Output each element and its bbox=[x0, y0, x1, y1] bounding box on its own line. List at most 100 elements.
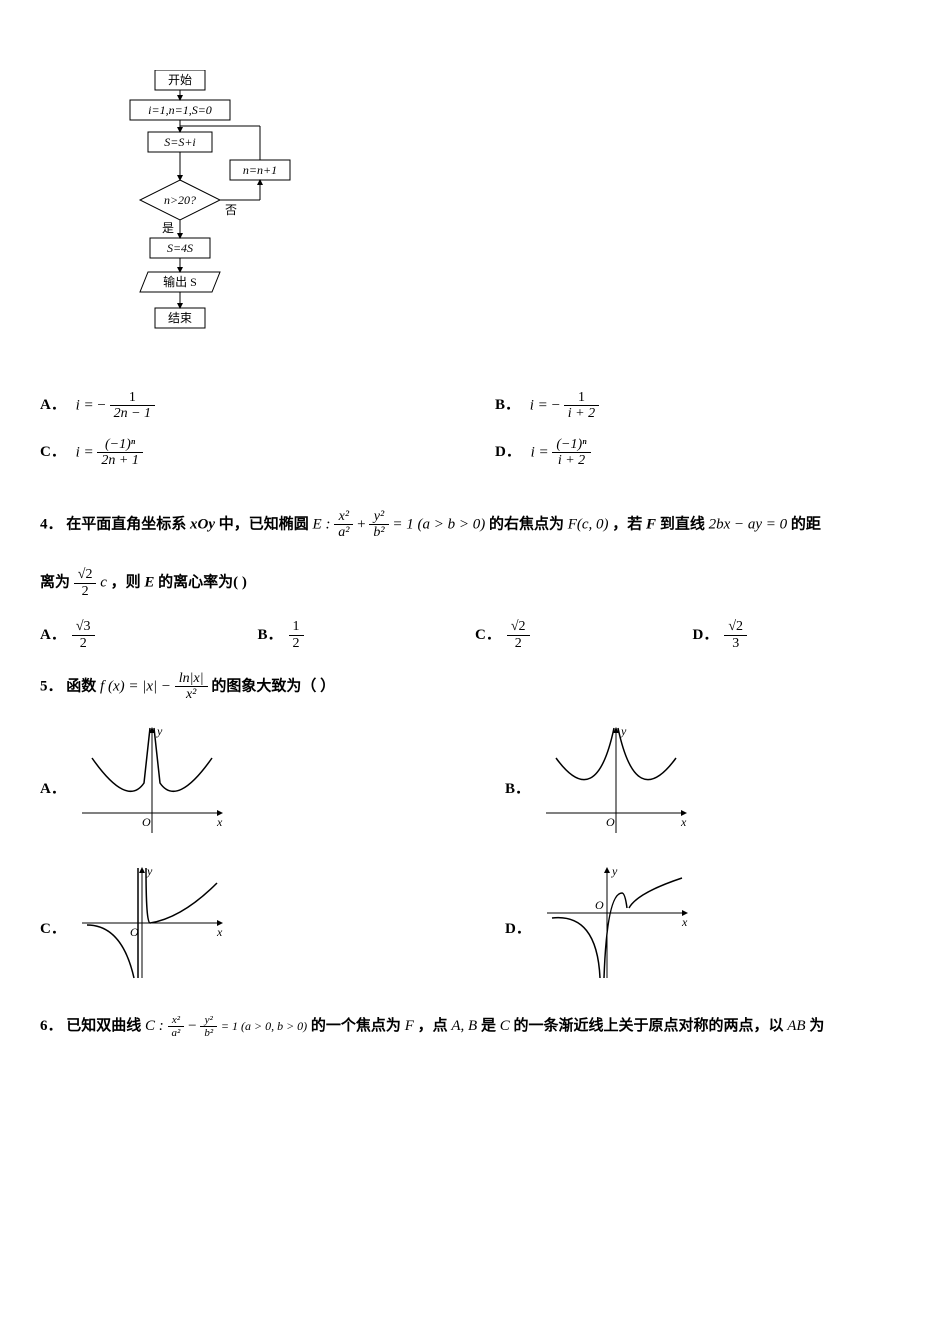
q6-F: F bbox=[405, 1018, 414, 1034]
svg-text:y: y bbox=[611, 864, 618, 878]
q5-option-b: B． O x y bbox=[505, 723, 910, 843]
q4: 4． 在平面直角坐标系 xOy 中，已知椭圆 E : x² a² + y² b²… bbox=[40, 509, 910, 651]
opt-label: C． bbox=[475, 622, 501, 649]
q5-graph-a: O x y bbox=[72, 723, 232, 843]
q4-dist-frac: √2 2 bbox=[74, 567, 97, 599]
q6-cond: = 1 (a > 0, b > 0) bbox=[221, 1019, 307, 1033]
q4-ellipse-frac2: y² b² bbox=[369, 509, 388, 541]
q5-option-c: C． O x y bbox=[40, 863, 445, 983]
svg-text:O: O bbox=[595, 898, 604, 912]
q4-text4: ，若 bbox=[612, 516, 646, 532]
q4-text8: ，则 bbox=[111, 575, 145, 591]
q5-fx: f (x) = |x| − bbox=[100, 678, 171, 694]
q5-graph-d: O x y bbox=[537, 863, 697, 983]
q6-text4: 是 bbox=[481, 1018, 500, 1034]
q5-frac: ln|x| x² bbox=[175, 671, 208, 703]
q6-C: C bbox=[500, 1018, 510, 1034]
svg-text:x: x bbox=[681, 915, 688, 929]
svg-text:y: y bbox=[156, 724, 163, 738]
q4-c-frac: √2 2 bbox=[507, 619, 530, 651]
q4-text6: 的距 bbox=[791, 516, 821, 532]
svg-text:x: x bbox=[680, 815, 687, 829]
q4-text7: 离为 bbox=[40, 575, 70, 591]
opt-label: B． bbox=[258, 622, 283, 649]
q3-option-c: C． i = (−1)ⁿ 2n + 1 bbox=[40, 437, 455, 469]
q6-text2: 的一个焦点为 bbox=[311, 1018, 405, 1034]
q4-b-frac: 1 2 bbox=[289, 619, 304, 651]
q4-text9: 的离心率为( ) bbox=[158, 575, 247, 591]
q4-number: 4． bbox=[40, 516, 63, 532]
q6-text6: 为 bbox=[809, 1018, 824, 1034]
q4-E: E bbox=[144, 575, 154, 591]
q4-options: A． √3 2 B． 1 2 C． √2 2 D． √2 3 bbox=[40, 619, 910, 651]
q3-d-frac: (−1)ⁿ i + 2 bbox=[552, 437, 590, 469]
svg-text:n>20?: n>20? bbox=[164, 193, 196, 207]
opt-label: A． bbox=[40, 776, 66, 803]
q4-text2: 中，已知椭圆 bbox=[219, 516, 309, 532]
svg-text:结束: 结束 bbox=[168, 311, 192, 325]
q6-frac1: x² a² bbox=[168, 1014, 185, 1039]
opt-label: B． bbox=[495, 397, 520, 413]
q6-text3: ，点 bbox=[418, 1018, 452, 1034]
q4-a-frac: √3 2 bbox=[72, 619, 95, 651]
svg-text:x: x bbox=[216, 925, 223, 939]
opt-label: D． bbox=[495, 444, 521, 460]
q4-option-a: A． √3 2 bbox=[40, 619, 258, 651]
q3-var: i = bbox=[76, 397, 94, 413]
svg-text:否: 否 bbox=[225, 203, 237, 217]
flowchart: 开始 i=1,n=1,S=0 S=S+i n=n+1 n>20? 是 否 S=4… bbox=[100, 70, 910, 370]
q6-AB: A, B bbox=[451, 1018, 477, 1034]
q6-number: 6． bbox=[40, 1018, 63, 1034]
svg-text:输出 S: 输出 S bbox=[163, 274, 197, 289]
q3-option-a: A． i = − 1 2n − 1 bbox=[40, 390, 455, 422]
opt-label: D． bbox=[505, 916, 531, 943]
svg-text:y: y bbox=[146, 864, 153, 878]
svg-text:O: O bbox=[142, 815, 151, 829]
q4-text1: 在平面直角坐标系 bbox=[66, 516, 190, 532]
q6-frac2: y² b² bbox=[200, 1014, 217, 1039]
q4-focus: F(c, 0) bbox=[568, 516, 609, 532]
q4-ellipse-label: E : bbox=[313, 516, 331, 532]
q5-text1: 函数 bbox=[66, 678, 100, 694]
svg-text:S=S+i: S=S+i bbox=[164, 135, 196, 149]
q5-graph-c: O x y bbox=[72, 863, 232, 983]
flowchart-svg: 开始 i=1,n=1,S=0 S=S+i n=n+1 n>20? 是 否 S=4… bbox=[100, 70, 320, 370]
svg-text:S=4S: S=4S bbox=[167, 241, 193, 255]
q3-b-frac: 1 i + 2 bbox=[564, 390, 599, 422]
q4-ellipse-cond: = 1 (a > b > 0) bbox=[392, 516, 485, 532]
opt-label: C． bbox=[40, 444, 66, 460]
q6-text1: 已知双曲线 bbox=[66, 1018, 141, 1034]
svg-text:O: O bbox=[606, 815, 615, 829]
q5-text2: 的图象大致为（ ） bbox=[211, 678, 335, 694]
q4-line: 2bx − ay = 0 bbox=[709, 516, 788, 532]
q3-option-b: B． i = − 1 i + 2 bbox=[495, 390, 910, 422]
q3-option-d: D． i = (−1)ⁿ i + 2 bbox=[495, 437, 910, 469]
q4-text5: 到直线 bbox=[660, 516, 709, 532]
q4-dist-c: c bbox=[100, 575, 107, 591]
q6-text5: 的一条渐近线上关于原点对称的两点，以 bbox=[513, 1018, 787, 1034]
q4-d-frac: √2 3 bbox=[724, 619, 747, 651]
q4-option-b: B． 1 2 bbox=[258, 619, 476, 651]
q5-graphs: A． O x y B． O x y bbox=[40, 723, 910, 983]
q3-c-frac: (−1)ⁿ 2n + 1 bbox=[97, 437, 142, 469]
q3-var: i = bbox=[530, 397, 548, 413]
svg-text:是: 是 bbox=[162, 221, 174, 235]
q3-var: i = bbox=[76, 444, 94, 460]
q3-a-frac: 1 2n − 1 bbox=[110, 390, 155, 422]
svg-text:y: y bbox=[620, 724, 627, 738]
opt-label: B． bbox=[505, 776, 530, 803]
svg-text:n=n+1: n=n+1 bbox=[243, 163, 277, 177]
q6: 6． 已知双曲线 C : x² a² − y² b² = 1 (a > 0, b… bbox=[40, 1013, 910, 1040]
opt-label: A． bbox=[40, 622, 66, 649]
q5: 5． 函数 f (x) = |x| − ln|x| x² 的图象大致为（ ） A… bbox=[40, 671, 910, 983]
opt-label: D． bbox=[693, 622, 719, 649]
q3-var: i = bbox=[531, 444, 549, 460]
q4-option-c: C． √2 2 bbox=[475, 619, 693, 651]
q4-xoy: xOy bbox=[190, 516, 215, 532]
q6-label: C : bbox=[145, 1018, 164, 1034]
opt-label: A． bbox=[40, 397, 66, 413]
q4-F: F bbox=[646, 516, 656, 532]
svg-text:开始: 开始 bbox=[168, 73, 192, 87]
q5-graph-b: O x y bbox=[536, 723, 696, 843]
q6-AB2: AB bbox=[787, 1018, 805, 1034]
